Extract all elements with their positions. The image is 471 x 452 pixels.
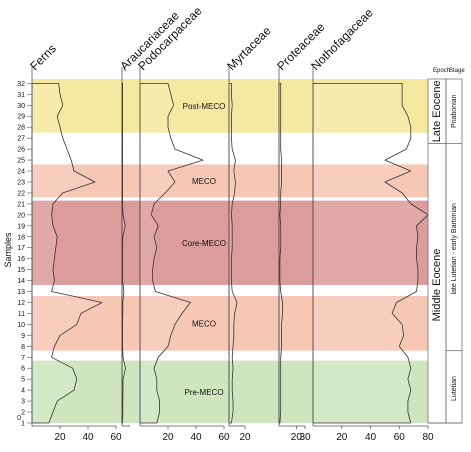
series-proteaceae: [278, 82, 283, 424]
taxon-header-nothofagaceae: Nothofagaceae: [308, 5, 376, 73]
series-nothofagaceae: [312, 82, 429, 424]
y-axis-label: Samples: [3, 232, 13, 268]
x-tick-label-nothofagaceae-20: 20: [336, 432, 348, 443]
x-tick-label-podocarpaceae-40: 40: [190, 432, 202, 443]
y-tick-label-17: 17: [17, 245, 25, 252]
x-tick-label-nothofagaceae-60: 60: [394, 432, 406, 443]
x-tick-label-podocarpaceae-60: 60: [218, 432, 230, 443]
x-tick-label-proteaceae-30: 30: [299, 432, 311, 443]
zone-label-meco: MECO: [192, 319, 216, 328]
y-tick-label-12: 12: [17, 300, 25, 307]
y-tick-label-4: 4: [21, 388, 25, 395]
series-ferns: [31, 82, 103, 424]
epoch-middle-eocene: Middle Eocene: [431, 249, 443, 322]
x-tick-label-ferns-20: 20: [54, 432, 66, 443]
zone-band-meco: [32, 164, 428, 198]
x-axis-zero: 0: [17, 415, 21, 422]
y-tick-label-27: 27: [17, 136, 25, 143]
zone-label-pre-meco: Pre-MECO: [184, 388, 223, 397]
y-tick-label-11: 11: [18, 311, 25, 318]
y-tick-label-26: 26: [17, 147, 25, 154]
x-tick-label-ferns-60: 60: [110, 432, 122, 443]
y-tick-label-9: 9: [21, 333, 25, 340]
y-tick-label-19: 19: [17, 223, 25, 230]
stage-late-lutetian-early-bartonian: late Lutetian - early Bartonian: [451, 203, 458, 295]
zone-label-post-meco: Post-MECO: [183, 102, 226, 111]
stage-header: Stage: [449, 68, 465, 74]
series-myrtaceae: [228, 82, 238, 424]
stage-priabonian: Priabonian: [451, 94, 458, 128]
y-tick-label-1: 1: [21, 421, 25, 428]
y-tick-label-31: 31: [17, 92, 25, 99]
y-tick-label-5: 5: [21, 377, 25, 384]
y-tick-label-30: 30: [17, 103, 25, 110]
y-tick-label-29: 29: [17, 114, 25, 121]
series-podocarpaceae: [139, 82, 204, 424]
zone-label-core-meco: Core-MECO: [182, 239, 226, 248]
y-tick-label-23: 23: [17, 179, 25, 186]
y-tick-label-15: 15: [17, 267, 25, 274]
y-tick-label-10: 10: [17, 322, 25, 329]
y-tick-label-32: 32: [17, 81, 25, 88]
x-tick-label-ferns-40: 40: [82, 432, 94, 443]
y-tick-label-6: 6: [21, 366, 25, 373]
y-tick-label-14: 14: [17, 278, 25, 285]
x-tick-label-proteaceae-20: 20: [291, 432, 303, 443]
y-tick-label-20: 20: [17, 212, 25, 219]
taxon-header-ferns: Ferns: [27, 42, 59, 74]
stage-lutetian: Lutetian: [451, 376, 458, 401]
y-tick-label-3: 3: [21, 399, 25, 406]
epoch-late-eocene: Late Eocene: [431, 80, 443, 142]
y-tick-label-8: 8: [21, 344, 25, 351]
taxon-header-myrtaceae: Myrtaceae: [224, 23, 274, 73]
y-tick-label-13: 13: [17, 289, 25, 296]
y-tick-label-2: 2: [21, 410, 25, 417]
zone-band-post-meco: [32, 79, 428, 133]
y-tick-label-16: 16: [17, 256, 25, 263]
y-tick-label-28: 28: [17, 125, 25, 132]
zone-band-meco: [32, 295, 428, 351]
zone-band-pre-meco: [32, 360, 428, 423]
zone-label-meco: MECO: [192, 177, 216, 186]
zone-bands: Post-MECO MECO Core-MECO MECO Pre-MECO: [32, 79, 428, 423]
zone-band-core-meco: [32, 200, 428, 285]
y-tick-label-24: 24: [17, 169, 25, 176]
y-tick-label-7: 7: [21, 355, 25, 362]
x-tick-label-podocarpaceae-20: 20: [162, 432, 174, 443]
y-tick-label-22: 22: [17, 190, 25, 197]
x-tick-label-nothofagaceae-80: 80: [422, 432, 434, 443]
y-tick-label-25: 25: [17, 158, 25, 165]
epoch-header: Epoch: [433, 68, 450, 74]
x-tick-label-myrtaceae-20: 20: [239, 432, 251, 443]
y-tick-label-21: 21: [17, 201, 25, 208]
samples-axis: 1234567891011121314151617181920212223242…: [3, 81, 32, 428]
y-tick-label-18: 18: [17, 234, 25, 241]
x-tick-label-nothofagaceae-40: 40: [365, 432, 377, 443]
